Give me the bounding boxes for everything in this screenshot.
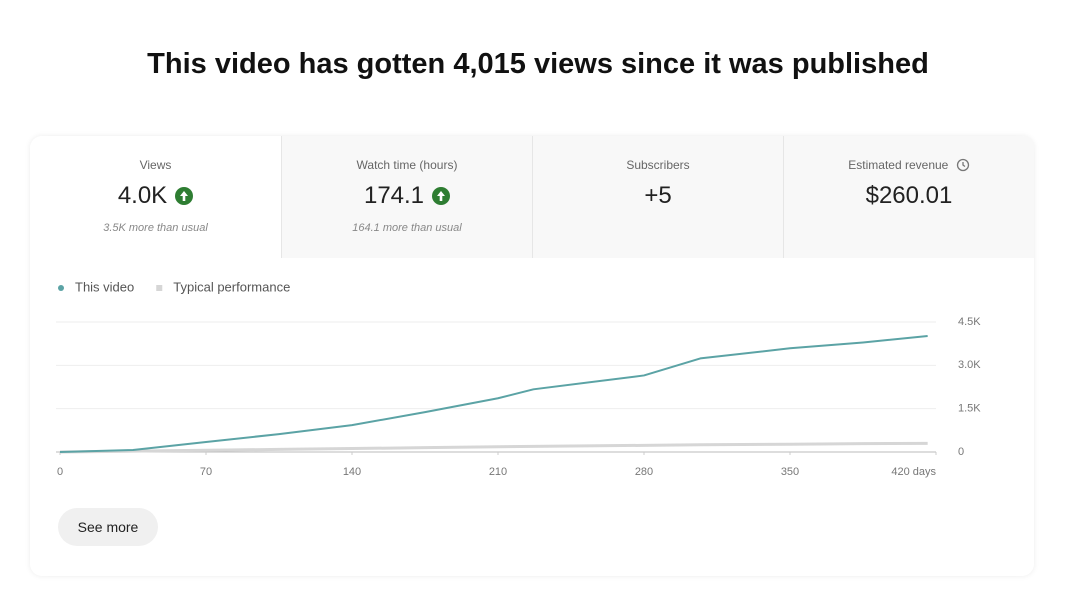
up-icon	[175, 187, 194, 205]
x-tick-label: 0	[57, 466, 63, 478]
metric-value-row: 4.0K	[30, 182, 281, 210]
metric-label: Subscribers	[626, 158, 690, 172]
x-tick-label: 420 days	[891, 466, 936, 478]
metric-label: Views	[139, 158, 172, 172]
metric-note: 3.5K more than usual	[103, 222, 208, 234]
x-tick-label: 210	[489, 466, 507, 478]
see-more-button[interactable]: See more	[58, 508, 158, 546]
series-line	[59, 335, 928, 453]
metric-label: Estimated revenue	[848, 158, 949, 172]
y-tick-label: 3.0K	[958, 359, 981, 371]
metric-value: 4.0K	[117, 182, 168, 209]
metric-value: $260.01	[865, 182, 953, 209]
x-tick-label: 70	[200, 466, 212, 478]
x-tick-label: 280	[635, 466, 653, 478]
analytics-card: Views 4.0K 3.5K more than usual Watch ti…	[30, 136, 1034, 576]
legend-label: This video	[75, 279, 134, 294]
series-line	[59, 441, 928, 454]
x-tick-label: 350	[781, 466, 799, 478]
x-tick-label: 140	[343, 466, 361, 478]
metric-tab[interactable]: Views 4.0K 3.5K more than usual	[30, 136, 281, 258]
metric-value-row: +5	[533, 182, 783, 210]
metric-value-row: 174.1	[282, 182, 532, 210]
y-tick-label: 1.5K	[958, 403, 981, 415]
page-title: This video has gotten 4,015 views since …	[147, 48, 929, 80]
y-tick-label: 4.5K	[958, 316, 981, 328]
metric-tab[interactable]: Estimated revenue $260.01	[783, 136, 1034, 258]
metric-label: Watch time (hours)	[356, 158, 458, 172]
legend-swatch	[156, 285, 163, 291]
metric-tab[interactable]: Subscribers +5	[532, 136, 783, 258]
clock-icon	[956, 158, 969, 172]
metric-label-row: Estimated revenue	[784, 158, 1034, 172]
metric-value-row: $260.01	[784, 182, 1034, 210]
legend-label: Typical performance	[173, 279, 290, 294]
metric-value: +5	[644, 182, 672, 209]
y-tick-label: 0	[958, 446, 964, 458]
metric-value: 174.1	[363, 182, 425, 209]
legend-swatch	[58, 285, 64, 291]
metric-tab[interactable]: Watch time (hours) 174.1 164.1 more than…	[281, 136, 532, 258]
metric-note: 164.1 more than usual	[352, 222, 462, 234]
up-icon	[432, 187, 451, 205]
